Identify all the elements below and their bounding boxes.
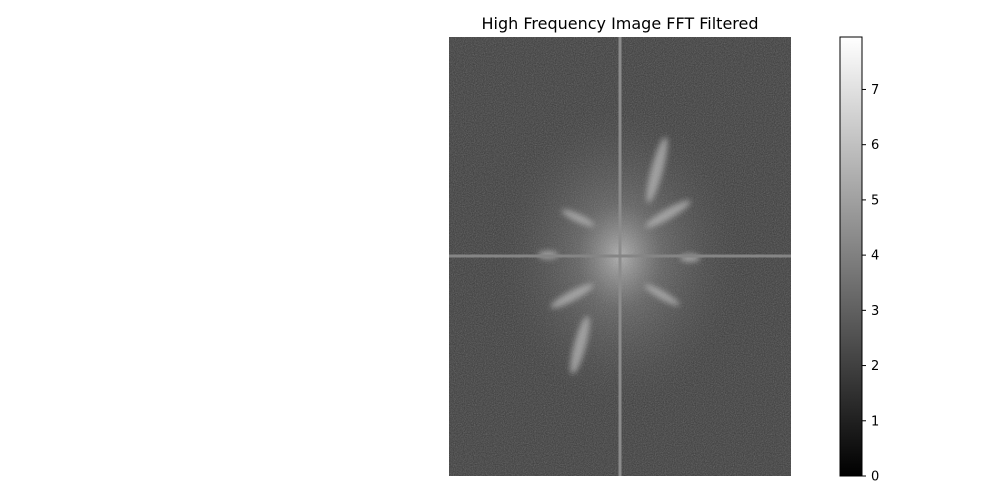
colorbar-tick-label: 6 <box>871 138 879 153</box>
colorbar-tick-label: 1 <box>871 414 879 429</box>
spectrum-image <box>449 37 791 476</box>
colorbar: 0 1 2 3 4 5 6 7 <box>839 36 879 485</box>
colorbar-tick-label: 5 <box>871 193 879 208</box>
colorbar-tick-label: 7 <box>871 83 879 98</box>
colorbar-tick-label: 4 <box>871 249 879 264</box>
colorbar-tick-label: 2 <box>871 359 879 374</box>
colorbar-ticks: 0 1 2 3 4 5 6 7 <box>862 83 879 485</box>
colorbar-gradient <box>839 36 863 477</box>
colorbar-tick-label: 3 <box>871 304 879 319</box>
chart-title: High Frequency Image FFT Filtered <box>481 14 758 33</box>
colorbar-tick-label: 0 <box>871 470 879 485</box>
